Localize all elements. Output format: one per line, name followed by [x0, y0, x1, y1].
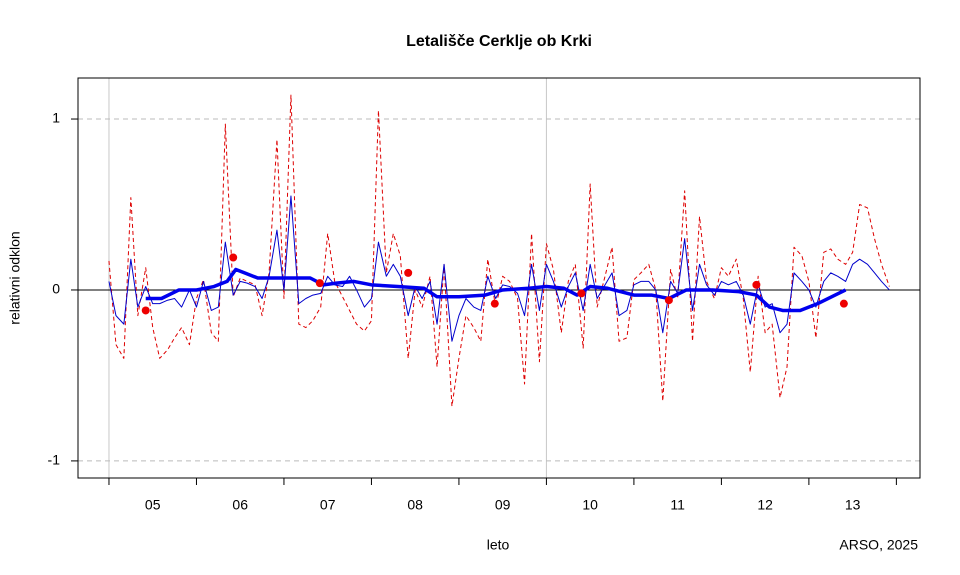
annual-point — [315, 279, 324, 288]
annual-point — [404, 268, 413, 277]
chart-title: Letališče Cerklje ob Krki — [406, 33, 592, 50]
annual-point — [490, 299, 499, 308]
annual-point — [664, 296, 673, 305]
annual-point — [141, 306, 150, 315]
y-tick-label: 1 — [52, 110, 60, 126]
x-tick-label: 08 — [407, 497, 423, 513]
caption: ARSO, 2025 — [839, 537, 918, 553]
annual-point — [577, 289, 586, 298]
y-tick-label: -1 — [48, 452, 61, 468]
x-tick-label: 07 — [320, 497, 336, 513]
y-tick-label: 0 — [52, 281, 60, 297]
annual-point — [229, 253, 238, 262]
series-line — [108, 195, 890, 342]
plot-frame — [77, 77, 921, 479]
annual-point — [752, 280, 761, 289]
x-tick-label: 12 — [757, 497, 773, 513]
x-tick-label: 10 — [582, 497, 598, 513]
x-axis-label: leto — [487, 537, 510, 553]
x-tick-label: 09 — [495, 497, 511, 513]
series-line — [145, 267, 847, 313]
y-axis-label: relativni odklon — [7, 231, 23, 324]
series-line — [108, 94, 890, 407]
x-tick-label: 06 — [232, 497, 248, 513]
x-tick-label: 13 — [845, 497, 861, 513]
annual-point — [839, 299, 848, 308]
x-tick-label: 05 — [145, 497, 161, 513]
x-tick-label: 11 — [670, 497, 685, 513]
